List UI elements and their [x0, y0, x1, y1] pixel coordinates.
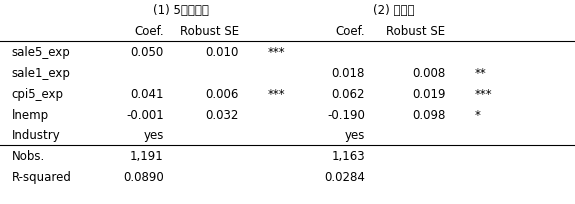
- Text: cpi5_exp: cpi5_exp: [12, 87, 63, 100]
- Text: 0.050: 0.050: [131, 45, 164, 59]
- Text: Robust SE: Robust SE: [179, 25, 239, 38]
- Text: sale1_exp: sale1_exp: [12, 66, 70, 79]
- Text: *: *: [474, 108, 480, 121]
- Text: yes: yes: [144, 129, 164, 142]
- Text: Industry: Industry: [12, 129, 60, 142]
- Text: sale5_exp: sale5_exp: [12, 45, 70, 59]
- Text: 0.098: 0.098: [412, 108, 446, 121]
- Text: ***: ***: [267, 45, 285, 59]
- Text: Nobs.: Nobs.: [12, 150, 45, 163]
- Text: 0.018: 0.018: [332, 66, 365, 79]
- Text: 0.019: 0.019: [412, 87, 446, 100]
- Text: 0.010: 0.010: [205, 45, 239, 59]
- Text: Coef.: Coef.: [335, 25, 365, 38]
- Text: R-squared: R-squared: [12, 171, 71, 183]
- Text: 1,191: 1,191: [130, 150, 164, 163]
- Text: -0.190: -0.190: [327, 108, 365, 121]
- Text: ***: ***: [474, 87, 492, 100]
- Text: 0.0890: 0.0890: [123, 171, 164, 183]
- Text: yes: yes: [345, 129, 365, 142]
- Text: (2) 今年度: (2) 今年度: [373, 4, 415, 17]
- Text: 0.0284: 0.0284: [324, 171, 365, 183]
- Text: Robust SE: Robust SE: [386, 25, 446, 38]
- Text: 1,163: 1,163: [332, 150, 365, 163]
- Text: (1) 5年後まで: (1) 5年後まで: [153, 4, 209, 17]
- Text: 0.006: 0.006: [205, 87, 239, 100]
- Text: lnemp: lnemp: [12, 108, 49, 121]
- Text: 0.041: 0.041: [131, 87, 164, 100]
- Text: **: **: [474, 66, 486, 79]
- Text: 0.008: 0.008: [412, 66, 446, 79]
- Text: ***: ***: [267, 87, 285, 100]
- Text: 0.062: 0.062: [332, 87, 365, 100]
- Text: Coef.: Coef.: [134, 25, 164, 38]
- Text: 0.032: 0.032: [205, 108, 239, 121]
- Text: -0.001: -0.001: [126, 108, 164, 121]
